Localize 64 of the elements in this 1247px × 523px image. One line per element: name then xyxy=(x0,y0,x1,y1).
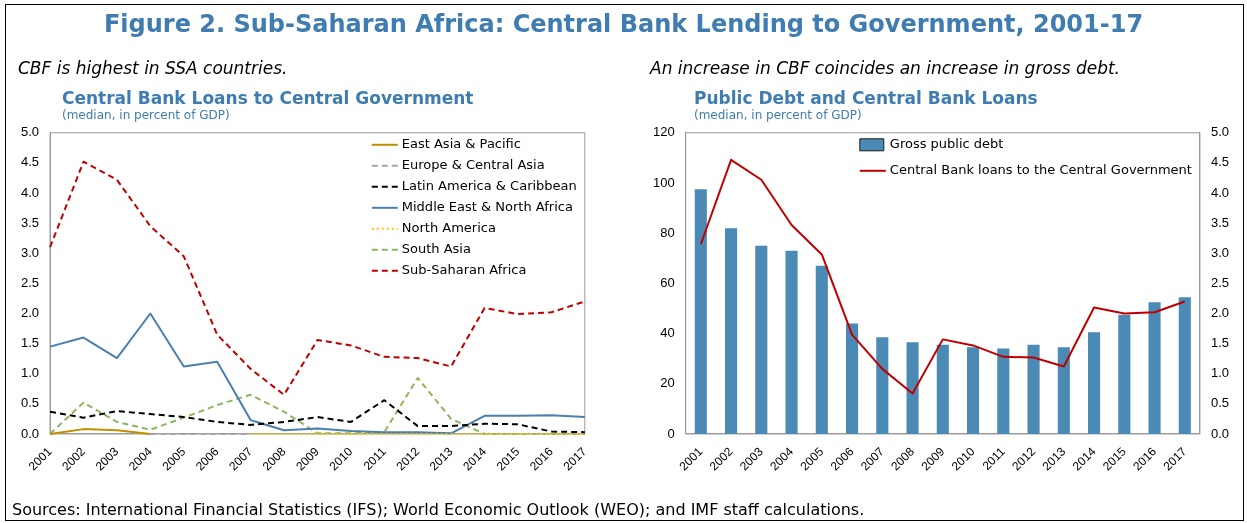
legend-label: Europe & Central Asia xyxy=(401,157,545,173)
text: CBF is highest in SSA countries. xyxy=(18,58,289,78)
bar xyxy=(1178,297,1191,434)
bar xyxy=(755,245,768,434)
bar xyxy=(936,344,949,434)
bar xyxy=(694,189,707,434)
bar xyxy=(876,337,889,434)
bar xyxy=(815,265,828,434)
y2-tick-label: 4.0 xyxy=(1210,184,1230,200)
text: An increase in CBF coincides an increase in gross debt. xyxy=(650,58,1121,78)
y-tick-label: 60 xyxy=(660,274,675,290)
y2-tick-label: 3.0 xyxy=(1210,244,1230,260)
y-tick-label: 5.0 xyxy=(20,124,40,140)
chart-title: Public Debt and Central Bank Loans xyxy=(694,88,1039,108)
bar xyxy=(1057,347,1070,434)
y2-tick-label: 3.5 xyxy=(1210,214,1230,230)
y-tick-label: 3.0 xyxy=(20,244,40,260)
y-tick-label: 2.5 xyxy=(20,274,40,290)
y2-tick-label: 4.5 xyxy=(1210,154,1230,170)
y2-tick-label: 1.5 xyxy=(1210,335,1230,351)
y-tick-label: 20 xyxy=(660,375,675,391)
chart-subtitle: (median, in percent of GDP) xyxy=(62,108,231,122)
y-tick-label: 2.0 xyxy=(20,305,40,321)
bar xyxy=(967,347,980,434)
y-tick-label: 40 xyxy=(660,325,675,341)
bar xyxy=(906,342,919,434)
bar xyxy=(997,348,1010,434)
source-note: Sources: International Financial Statistics (IFS); World Economic Outlook (WEO); and IMF staff calculations. xyxy=(12,500,865,519)
legend-label: North America xyxy=(401,220,496,236)
legend-label: Middle East & North Africa xyxy=(401,199,573,215)
y-tick-label: 0.5 xyxy=(20,395,40,411)
y2-tick-label: 5.0 xyxy=(1210,124,1230,140)
y-tick-label: 3.5 xyxy=(20,214,40,230)
legend-label: Sub-Saharan Africa xyxy=(401,262,527,278)
legend-label: East Asia & Pacific xyxy=(401,136,521,152)
y-tick-label: 0 xyxy=(667,425,675,441)
line-series xyxy=(49,160,586,396)
y-tick-label: 120 xyxy=(652,124,675,140)
y-tick-label: 100 xyxy=(652,174,675,190)
legend-label: South Asia xyxy=(401,241,471,257)
bar xyxy=(1027,344,1040,434)
bar xyxy=(785,250,798,434)
y2-tick-label: 2.0 xyxy=(1210,305,1230,321)
y-tick-label: 1.0 xyxy=(20,365,40,381)
y2-tick-label: 1.0 xyxy=(1210,365,1230,381)
y-tick-label: 80 xyxy=(660,224,675,240)
y-tick-label: 1.5 xyxy=(20,335,40,351)
y2-tick-label: 0.0 xyxy=(1210,425,1230,441)
bar xyxy=(1148,302,1161,434)
legend-label: Latin America & Caribbean xyxy=(401,178,577,194)
y2-tick-label: 0.5 xyxy=(1210,395,1230,411)
y-tick-label: 4.0 xyxy=(20,184,40,200)
legend-label: Gross public debt xyxy=(889,136,1004,152)
bar xyxy=(846,323,859,434)
caption: Figure 2. Sub-Saharan Africa: Central Bank Lending to Government, 2001-17 xyxy=(102,10,1145,38)
bar xyxy=(725,228,738,434)
y-tick-label: 0.0 xyxy=(20,425,40,441)
chart-subtitle: (median, in percent of GDP) xyxy=(694,108,863,122)
y-tick-label: 4.5 xyxy=(20,154,40,170)
chart-title: Central Bank Loans to Central Government xyxy=(62,88,475,108)
bar xyxy=(1088,332,1101,434)
bar xyxy=(1118,314,1131,434)
y2-tick-label: 2.5 xyxy=(1210,274,1230,290)
legend-label: Central Bank loans to the Central Government xyxy=(889,162,1192,178)
